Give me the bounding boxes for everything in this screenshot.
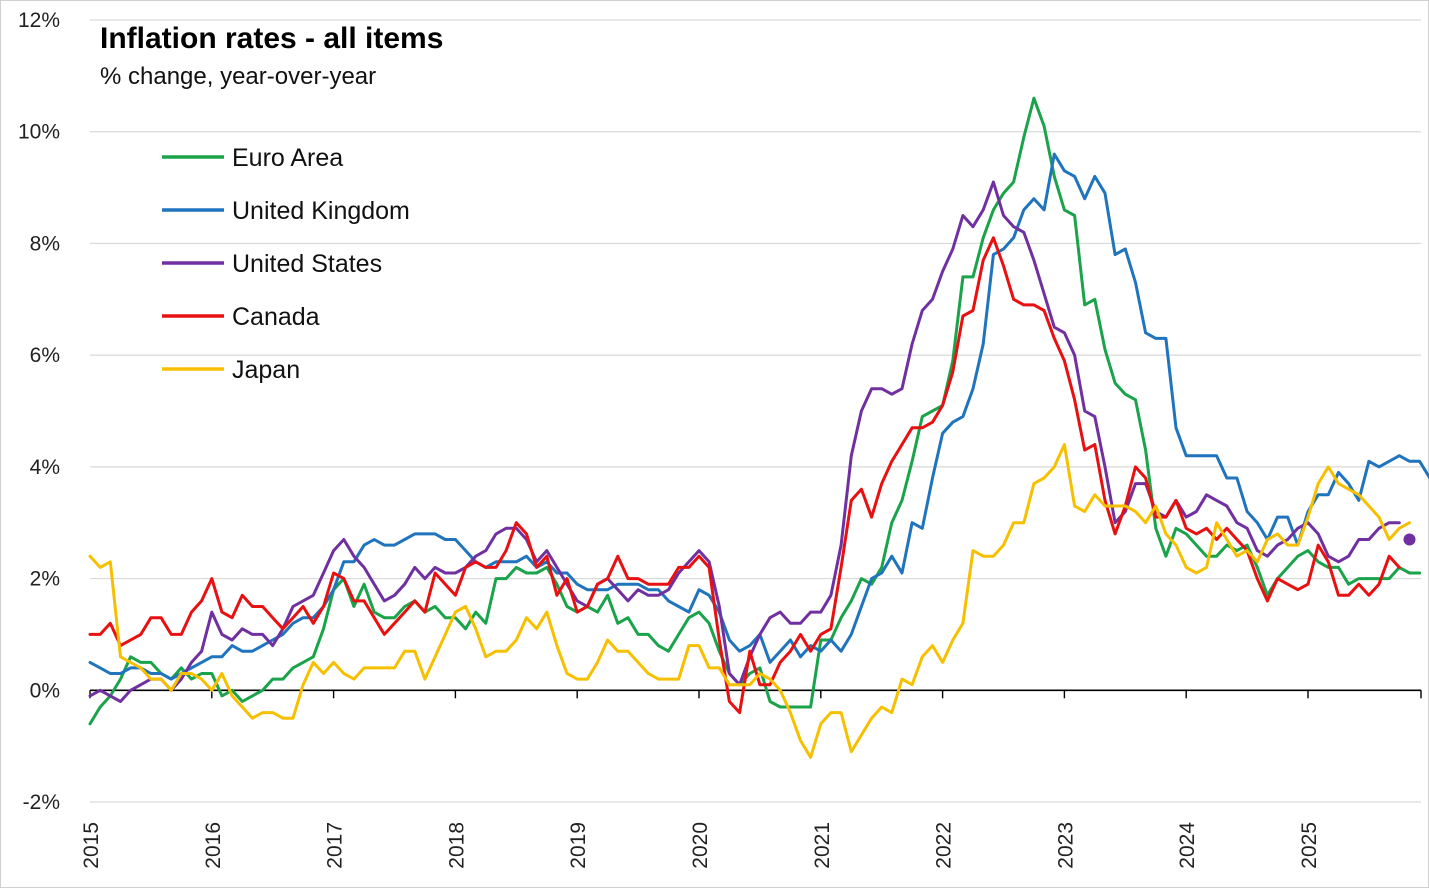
legend-label: Japan — [232, 356, 300, 384]
series-line-euro-area — [88, 96, 1422, 726]
x-tick-label: 2015 — [80, 822, 103, 869]
y-tick-label: 10% — [18, 121, 60, 144]
chart-title: Inflation rates - all items — [100, 22, 443, 55]
x-axis: 2015 2016 2017 2018 2019 2020 2021 2022 2023 2024… — [80, 689, 1422, 869]
x-tick-label: 2024 — [1176, 822, 1199, 869]
x-tick-label: 2021 — [811, 822, 834, 869]
y-tick-label: 2% — [30, 568, 60, 591]
chart-subtitle: % change, year-over-year — [100, 63, 376, 90]
x-tick-label: 2016 — [202, 822, 225, 869]
x-tick-label: 2023 — [1054, 822, 1077, 869]
x-tick-label: 2018 — [445, 822, 468, 869]
y-tick-label: 4% — [30, 456, 60, 479]
series-lines — [88, 96, 1429, 759]
x-tick-label: 2017 — [324, 822, 347, 869]
series-line-united-kingdom — [88, 152, 1429, 681]
legend-label: Euro Area — [232, 144, 343, 172]
y-axis-labels: -2% 0% 2% 4% 6% 8% 10% 12% — [18, 9, 60, 814]
series-line-united-states — [88, 180, 1401, 703]
legend-label: Canada — [232, 303, 320, 331]
series-line-japan — [88, 443, 1411, 759]
gridlines — [90, 19, 1421, 803]
y-tick-label: 12% — [18, 9, 60, 32]
x-tick-label: 2022 — [933, 822, 956, 869]
series-line-canada — [88, 236, 1401, 715]
marker-point — [1403, 533, 1416, 546]
legend-label: United Kingdom — [232, 197, 410, 225]
x-tick-label: 2025 — [1298, 822, 1321, 869]
y-tick-label: 6% — [30, 344, 60, 367]
x-tick-label: 2019 — [567, 822, 590, 869]
end-marker — [1403, 533, 1416, 546]
x-tick-label: 2020 — [689, 822, 712, 869]
y-tick-label: -2% — [23, 791, 60, 814]
y-tick-label: 0% — [30, 679, 60, 702]
legend: Euro Area United Kingdom United States Cana… — [162, 144, 410, 384]
y-tick-label: 8% — [30, 232, 60, 255]
legend-label: United States — [232, 250, 382, 278]
